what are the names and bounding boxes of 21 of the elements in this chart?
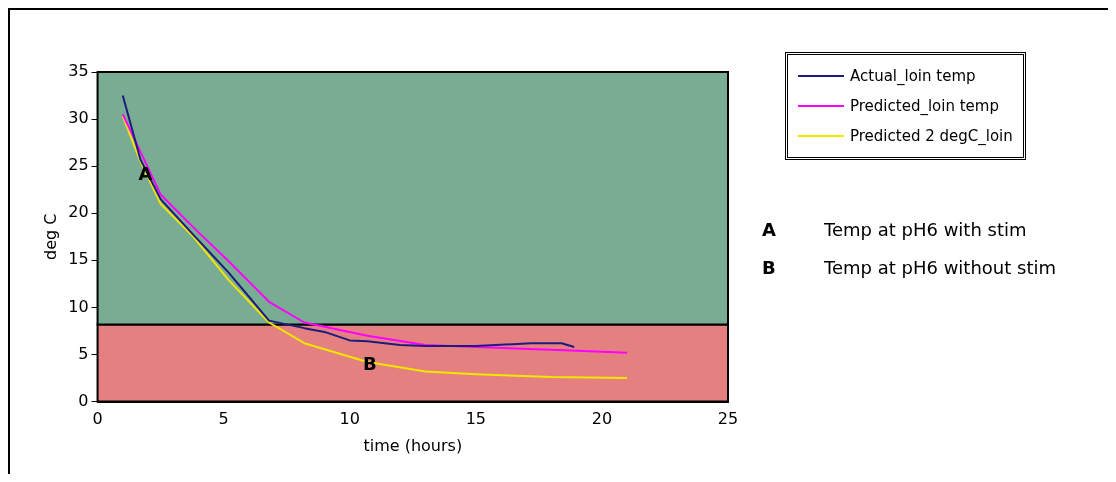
y-tick-label: 0 <box>78 390 89 410</box>
y-tick-label: 10 <box>68 296 89 316</box>
x-tick-label: 20 <box>591 409 613 429</box>
x-tick-label: 15 <box>465 409 486 429</box>
y-tick-label: 15 <box>68 249 89 269</box>
x-axis-title: time (hours) <box>363 435 463 455</box>
y-tick-label: 20 <box>68 202 89 222</box>
y-tick-label: 5 <box>78 343 89 363</box>
x-tick-label: 10 <box>339 409 360 429</box>
legend-label: Predicted 2 degC_loin <box>850 127 1013 145</box>
y-tick-label: 35 <box>68 61 89 81</box>
x-tick-label: 25 <box>717 409 739 429</box>
legend-label: Actual_loin temp <box>850 67 976 85</box>
text: B Temp at pH6 without stim <box>762 256 1056 278</box>
y-axis-title: deg C <box>40 213 60 261</box>
legend-label: Predicted_loin temp <box>850 97 999 115</box>
x-tick-label: 5 <box>218 409 229 429</box>
y-tick-label: 25 <box>68 155 89 175</box>
x-tick-label: 0 <box>92 409 103 429</box>
y-tick-label: 30 <box>68 108 89 128</box>
text: A Temp at pH6 with stim <box>762 218 1027 240</box>
